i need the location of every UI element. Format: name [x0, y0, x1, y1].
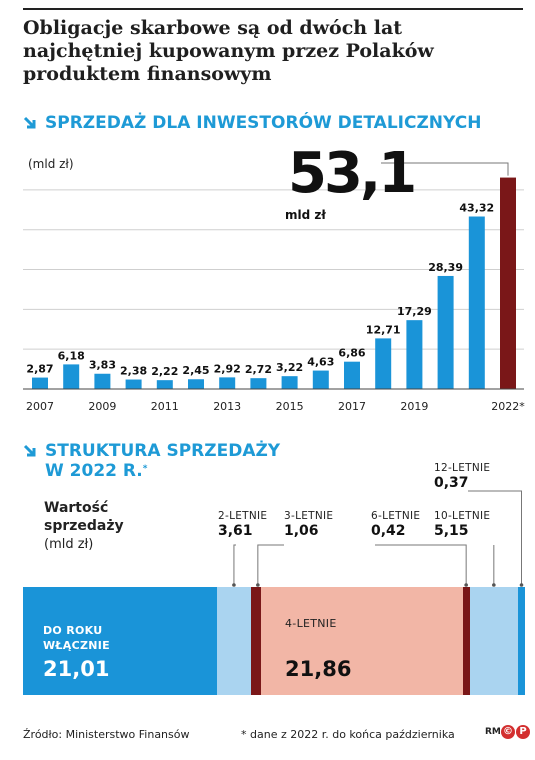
segment-3-letnie — [250, 587, 261, 695]
value-label: 2,92 — [214, 362, 241, 375]
structure-unit: (mld zł) — [44, 537, 94, 552]
bar-2022 — [500, 177, 516, 389]
bar-2012 — [188, 379, 204, 389]
stacked-bar: DO ROKU WŁĄCZNIE 21,01 4-LETNIE 21,86 — [23, 587, 525, 695]
bar-2014 — [250, 378, 267, 389]
highlight-leader-line — [381, 162, 509, 176]
section-title-structure-line1: STRUKTURA SPRZEDAŻY — [45, 441, 281, 461]
segment-label-2-letnie: 2-LETNIE — [218, 510, 268, 522]
leader-dot — [519, 583, 524, 587]
highlight-unit: mld zł — [285, 208, 326, 222]
bar-chart: 2,87 2007 6,18 3,83 2009 2,38 2,22 2011 2,45 2,92… — [23, 162, 525, 413]
value-label: 2,72 — [245, 363, 272, 376]
value-label: 3,22 — [276, 361, 303, 374]
leader-dot — [464, 583, 468, 587]
tick-label: 2019 — [400, 400, 428, 413]
bar-2019 — [406, 320, 423, 389]
value-label: 6,18 — [58, 349, 85, 362]
bar-2015 — [281, 376, 298, 389]
logo-text: RM — [485, 727, 501, 737]
copyright-icon: © — [501, 725, 515, 739]
tick-label: 2022* — [491, 400, 525, 413]
bar-2009 — [94, 373, 111, 389]
value-label: 2,45 — [182, 364, 209, 377]
source-note: Źródło: Ministerstwo Finansów — [23, 728, 190, 741]
segment-do-roku — [23, 587, 217, 695]
section-title-sales-text: SPRZEDAŻ DLA INWESTORÓW DETALICZNYCH — [45, 113, 482, 133]
footnote-mark: * — [142, 464, 148, 474]
structure-label-line2: sprzedaży — [44, 518, 124, 534]
tick-label: 2017 — [338, 400, 366, 413]
structure-label-line1: Wartość — [44, 500, 109, 516]
top-rule — [23, 8, 523, 10]
segment-2-letnie — [216, 587, 251, 695]
arrow-down-right-icon — [23, 444, 36, 457]
bar-2013 — [219, 377, 236, 389]
segment-label-3-letnie: 3-LETNIE — [284, 510, 334, 522]
logo-mark: P — [516, 725, 530, 739]
leader-12-letnie — [468, 490, 522, 585]
leader-dot — [256, 583, 260, 587]
segment-label-6-letnie: 6-LETNIE — [371, 510, 421, 522]
segment-label-4-letnie: 4-LETNIE — [285, 617, 337, 630]
segment-value-4-letnie: 21,86 — [285, 657, 352, 681]
tick-label: 2015 — [276, 400, 304, 413]
segment-label-do-roku-line2: WŁĄCZNIE — [43, 639, 110, 652]
bar-2011 — [156, 380, 173, 389]
segment-label-10-letnie: 10-LETNIE — [434, 510, 491, 522]
value-label: 28,39 — [428, 261, 463, 274]
tick-label: 2009 — [88, 400, 116, 413]
bar-2010 — [125, 379, 142, 389]
tick-label: 2011 — [151, 400, 179, 413]
segment-12-letnie — [518, 587, 525, 695]
bar-2018 — [375, 338, 392, 389]
value-label: 6,86 — [338, 347, 365, 360]
footnote: * dane z 2022 r. do końca października — [241, 728, 455, 741]
leader-3-letnie — [257, 544, 284, 585]
leader-lines — [232, 490, 524, 587]
arrow-down-right-icon — [23, 116, 36, 129]
bar-2007 — [32, 377, 48, 389]
section-title-structure-line2: W 2022 R. — [45, 461, 143, 481]
value-label: 3,83 — [89, 359, 116, 372]
segment-value-12-letnie: 0,37 — [434, 475, 469, 491]
segment-value-6-letnie: 0,42 — [371, 523, 406, 539]
section-title-sales: SPRZEDAŻ DLA INWESTORÓW DETALICZNYCH — [23, 113, 481, 134]
leader-2-letnie — [233, 544, 236, 585]
section-title-structure: STRUKTURA SPRZEDAŻY W 2022 R.* — [23, 441, 280, 481]
bar-2008 — [63, 364, 80, 389]
highlight-value: 53,1 — [288, 141, 417, 206]
segment-value-do-roku: 21,01 — [43, 657, 110, 681]
segment-label-do-roku-line1: DO ROKU — [43, 624, 103, 637]
bar-2016 — [312, 370, 329, 389]
bar-2020 — [437, 275, 454, 389]
value-label: 2,38 — [120, 365, 147, 378]
segment-value-2-letnie: 3,61 — [218, 523, 253, 539]
value-label: 12,71 — [366, 323, 401, 336]
value-label: 4,63 — [307, 356, 334, 369]
segment-4-letnie — [260, 587, 463, 695]
y-axis-unit-label: (mld zł) — [28, 157, 74, 171]
value-label: 17,29 — [397, 305, 432, 318]
segment-10-letnie — [469, 587, 518, 695]
segment-value-10-letnie: 5,15 — [434, 523, 469, 539]
bar-2021 — [468, 216, 485, 389]
value-label: 2,87 — [26, 363, 53, 376]
leader-dot — [232, 583, 236, 587]
value-label: 43,32 — [459, 202, 494, 215]
headline: Obligacje skarbowe są od dwóch lat najch… — [23, 17, 434, 85]
bar-2017 — [344, 361, 360, 389]
segment-6-letnie — [462, 587, 470, 695]
tick-label: 2007 — [26, 400, 54, 413]
leader-6-letnie — [375, 544, 467, 585]
leader-dot — [492, 583, 496, 587]
segment-value-3-letnie: 1,06 — [284, 523, 319, 539]
value-label: 2,22 — [151, 365, 178, 378]
tick-label: 2013 — [213, 400, 241, 413]
segment-label-12-letnie: 12-LETNIE — [434, 462, 491, 474]
